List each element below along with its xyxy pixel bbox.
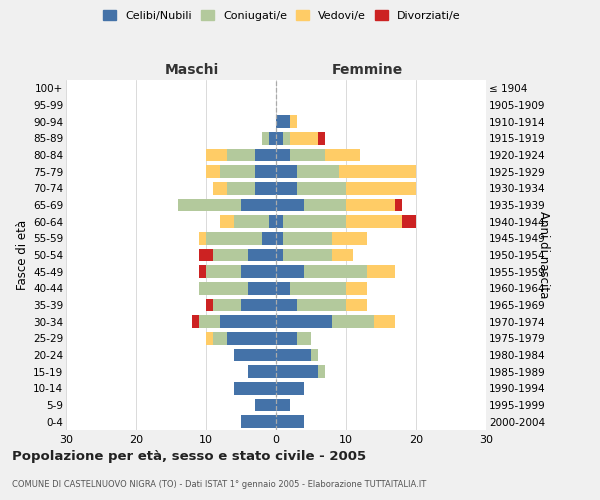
- Text: Femmine: Femmine: [331, 62, 403, 76]
- Bar: [234, 349, 276, 361]
- Bar: [332, 232, 367, 244]
- Bar: [276, 416, 304, 428]
- Bar: [346, 182, 416, 194]
- Legend: Celibi/Nubili, Coniugati/e, Vedovi/e, Divorziati/e: Celibi/Nubili, Coniugati/e, Vedovi/e, Di…: [99, 6, 465, 25]
- Bar: [206, 332, 213, 344]
- Bar: [311, 349, 318, 361]
- Bar: [276, 282, 290, 294]
- Bar: [290, 116, 297, 128]
- Bar: [297, 182, 346, 194]
- Bar: [178, 198, 241, 211]
- Bar: [220, 316, 276, 328]
- Bar: [206, 232, 262, 244]
- Bar: [276, 316, 332, 328]
- Bar: [255, 149, 276, 161]
- Bar: [199, 316, 220, 328]
- Bar: [276, 132, 283, 144]
- Bar: [276, 232, 283, 244]
- Text: Popolazione per età, sesso e stato civile - 2005: Popolazione per età, sesso e stato civil…: [12, 450, 366, 463]
- Bar: [276, 399, 290, 411]
- Bar: [332, 248, 353, 261]
- Bar: [276, 332, 297, 344]
- Bar: [283, 132, 290, 144]
- Bar: [346, 198, 395, 211]
- Bar: [276, 149, 290, 161]
- Bar: [241, 198, 276, 211]
- Bar: [290, 149, 325, 161]
- Bar: [241, 266, 276, 278]
- Bar: [297, 166, 339, 178]
- Bar: [374, 316, 395, 328]
- Bar: [325, 149, 360, 161]
- Bar: [248, 366, 276, 378]
- Bar: [318, 366, 325, 378]
- Bar: [241, 298, 276, 311]
- Bar: [276, 248, 283, 261]
- Bar: [269, 132, 276, 144]
- Bar: [276, 182, 297, 194]
- Bar: [248, 282, 276, 294]
- Bar: [234, 382, 276, 394]
- Bar: [283, 248, 332, 261]
- Bar: [206, 149, 227, 161]
- Bar: [269, 216, 276, 228]
- Bar: [234, 216, 269, 228]
- Text: COMUNE DI CASTELNUOVO NIGRA (TO) - Dati ISTAT 1° gennaio 2005 - Elaborazione TUT: COMUNE DI CASTELNUOVO NIGRA (TO) - Dati …: [12, 480, 426, 489]
- Bar: [213, 182, 227, 194]
- Text: Maschi: Maschi: [165, 62, 219, 76]
- Bar: [304, 266, 367, 278]
- Bar: [206, 266, 241, 278]
- Bar: [346, 298, 367, 311]
- Bar: [276, 198, 304, 211]
- Bar: [199, 232, 206, 244]
- Bar: [206, 298, 213, 311]
- Bar: [199, 266, 206, 278]
- Bar: [283, 232, 332, 244]
- Y-axis label: Anni di nascita: Anni di nascita: [536, 212, 550, 298]
- Bar: [283, 216, 346, 228]
- Bar: [297, 332, 311, 344]
- Y-axis label: Fasce di età: Fasce di età: [16, 220, 29, 290]
- Bar: [199, 248, 213, 261]
- Bar: [276, 366, 318, 378]
- Bar: [227, 149, 255, 161]
- Bar: [206, 166, 220, 178]
- Bar: [304, 198, 346, 211]
- Bar: [220, 166, 255, 178]
- Bar: [276, 166, 297, 178]
- Bar: [276, 349, 311, 361]
- Bar: [255, 166, 276, 178]
- Bar: [276, 382, 304, 394]
- Bar: [213, 298, 241, 311]
- Bar: [276, 216, 283, 228]
- Bar: [255, 399, 276, 411]
- Bar: [262, 132, 269, 144]
- Bar: [199, 282, 248, 294]
- Bar: [213, 248, 248, 261]
- Bar: [227, 182, 255, 194]
- Bar: [346, 282, 367, 294]
- Bar: [276, 116, 290, 128]
- Bar: [262, 232, 276, 244]
- Bar: [332, 316, 374, 328]
- Bar: [346, 216, 402, 228]
- Bar: [297, 298, 346, 311]
- Bar: [339, 166, 416, 178]
- Bar: [395, 198, 402, 211]
- Bar: [248, 248, 276, 261]
- Bar: [276, 266, 304, 278]
- Bar: [367, 266, 395, 278]
- Bar: [241, 416, 276, 428]
- Bar: [192, 316, 199, 328]
- Bar: [402, 216, 416, 228]
- Bar: [227, 332, 276, 344]
- Bar: [290, 282, 346, 294]
- Bar: [220, 216, 234, 228]
- Bar: [276, 298, 297, 311]
- Bar: [290, 132, 318, 144]
- Bar: [213, 332, 227, 344]
- Bar: [255, 182, 276, 194]
- Bar: [318, 132, 325, 144]
